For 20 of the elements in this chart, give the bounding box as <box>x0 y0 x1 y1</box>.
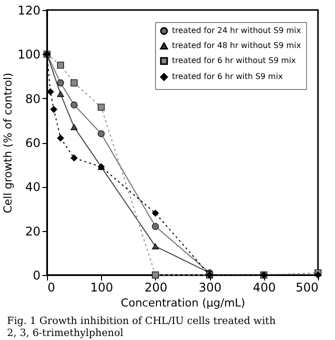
legend-label: treated for 6 hr with S9 mix <box>172 72 284 81</box>
y-tick-label: 100 <box>18 48 40 62</box>
x-tick-label: 200 <box>144 280 168 294</box>
caption: Fig. 1 Growth inhibition of CHL/IU cells treated with 2, 3, 6-trimethylphenol <box>7 316 276 339</box>
x-tick-label: 300 <box>198 280 222 294</box>
y-tick-label: 80 <box>25 92 40 106</box>
x-tick-label: 500 <box>296 280 318 294</box>
y-tick-label: 20 <box>25 224 40 238</box>
y-tick-label: 0 <box>32 268 40 282</box>
x-tick-label: 400 <box>252 280 276 294</box>
y-tick-label: 60 <box>25 136 40 150</box>
y-tick-label: 120 <box>18 4 40 18</box>
legend-label: treated for 24 hr without S9 mix <box>172 26 302 35</box>
legend-label: treated for 6 hr without S9 mix <box>172 56 296 65</box>
x-tick-label: 100 <box>90 280 114 294</box>
legend-label: treated for 48 hr without S9 mix <box>172 41 302 50</box>
x-axis-title: Concentration (μg/mL) <box>120 296 246 310</box>
y-axis-title: Cell growth (% of control) <box>2 72 15 214</box>
y-tick-label: 40 <box>25 180 40 194</box>
x-tick-label: 0 <box>48 280 56 294</box>
